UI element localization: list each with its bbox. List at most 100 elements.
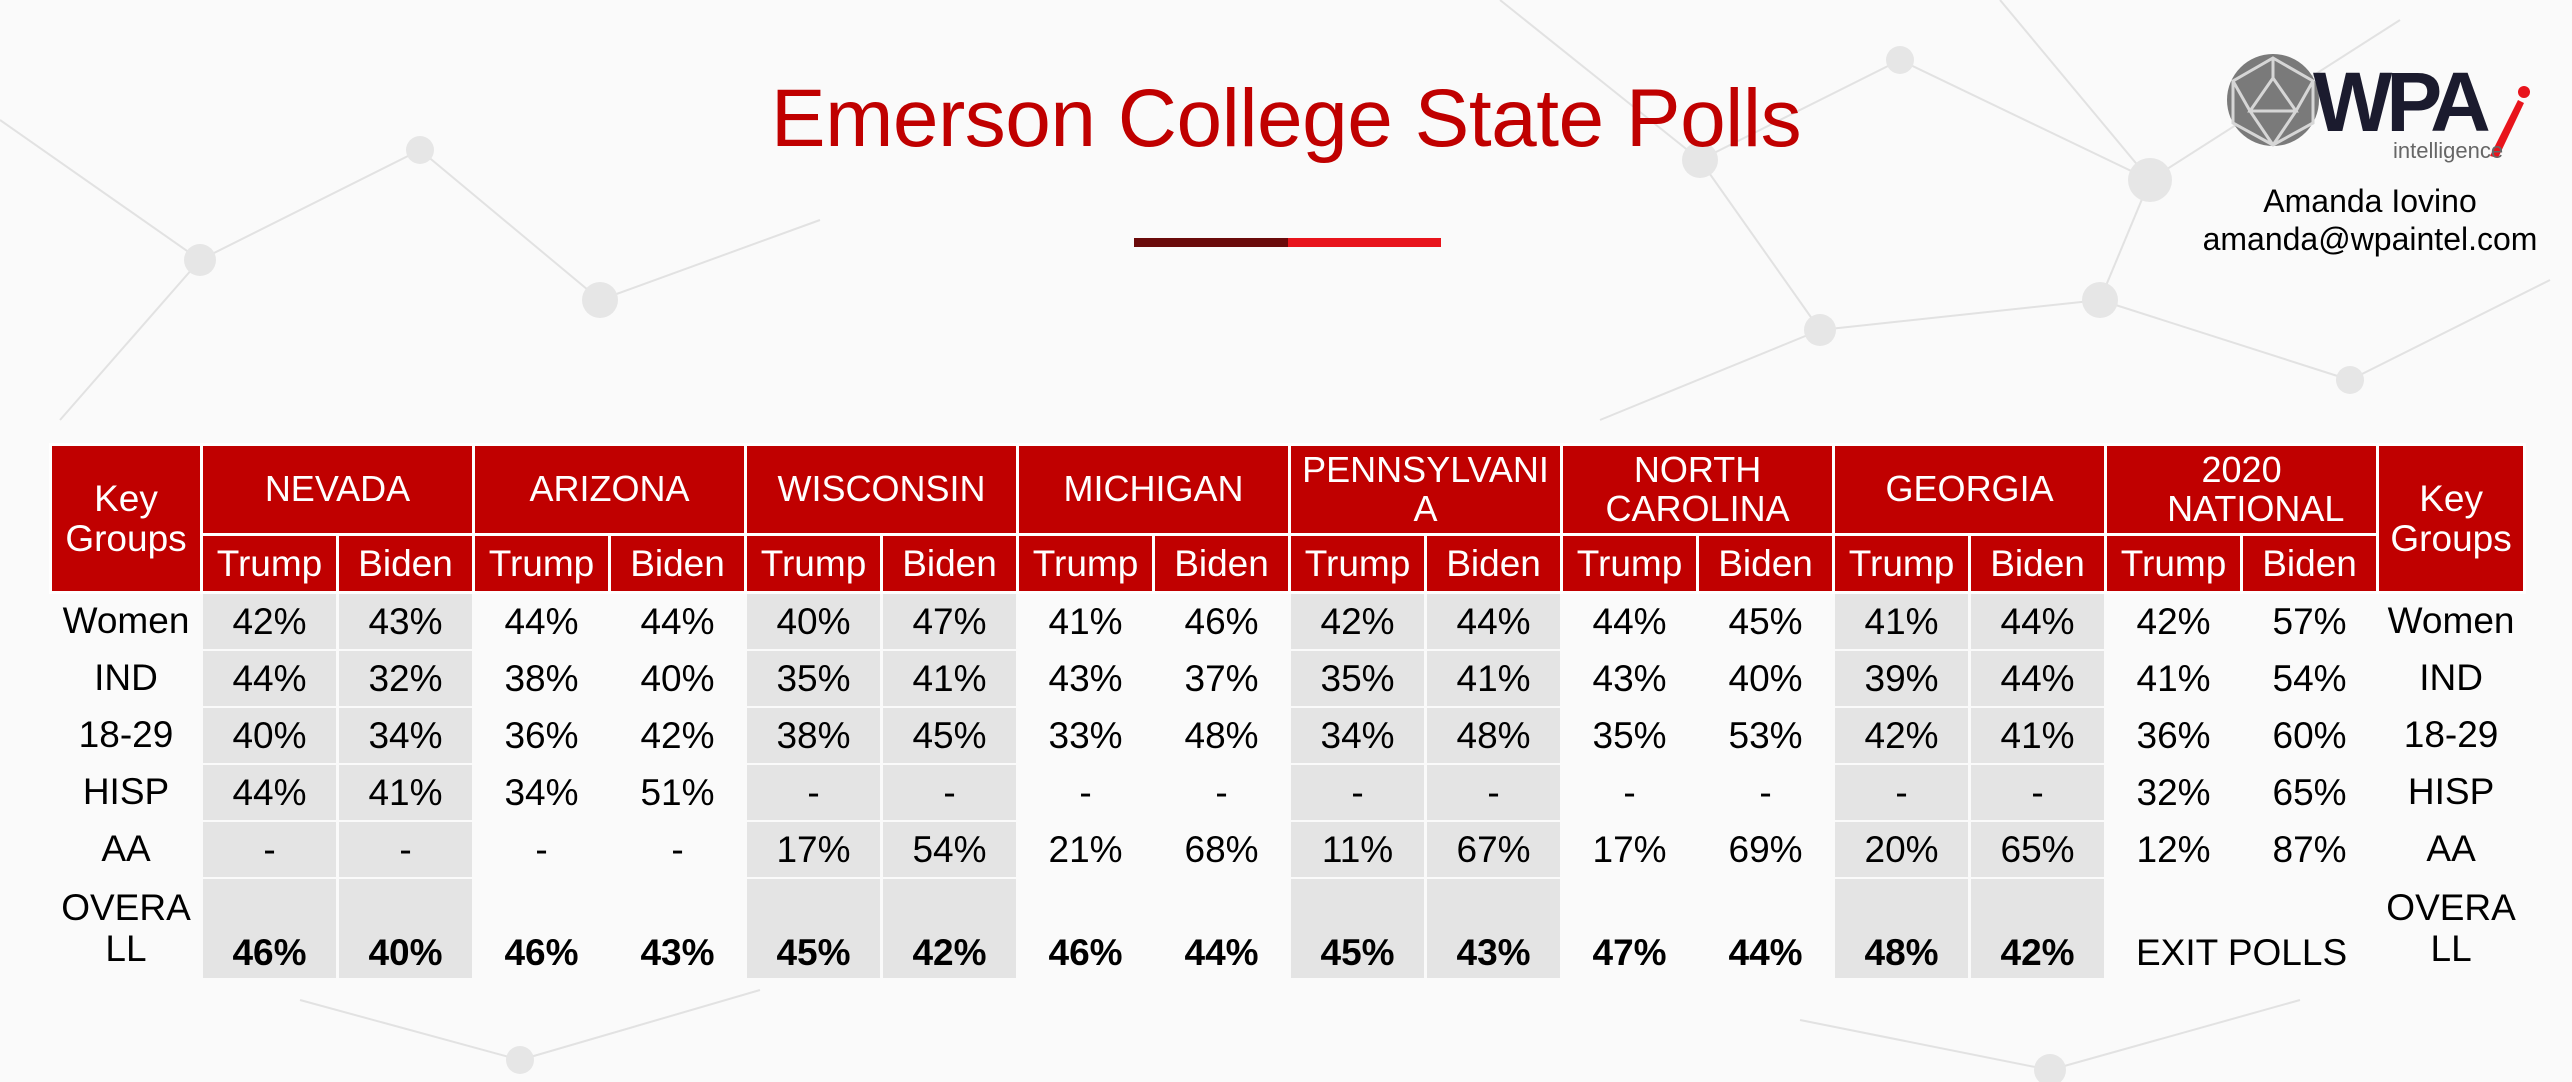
overall-value-cell: 46% — [200, 877, 339, 980]
poll-value-cell: 40% — [200, 706, 339, 765]
candidate-header: Biden — [880, 533, 1020, 594]
candidate-header: Biden — [336, 533, 475, 594]
table-row: Women 42% 43% 44% 44% 40% 47% 41% 46% 42% 44% 44% 45… — [49, 591, 2527, 651]
underline-dark-segment — [1134, 238, 1288, 247]
overall-value-cell: 42% — [880, 877, 1020, 980]
poll-value-cell: 34% — [472, 763, 611, 822]
row-group-label: OVERALL — [49, 877, 203, 980]
logo-accent-dot — [2518, 86, 2530, 98]
overall-value-cell: 44% — [1152, 877, 1292, 980]
logo-brand-text: WPA — [2313, 55, 2489, 149]
table-row: HISP 44% 41% 34% 51% - - - - - - - - - -32% 65% HISP — [49, 763, 2527, 822]
polls-table: Key Groups NEVADA ARIZONA WISCONSIN MICH… — [49, 443, 2527, 980]
page-title: Emerson College State Polls — [770, 73, 1802, 164]
poll-value-cell: 45% — [880, 706, 1020, 765]
row-group-label: IND — [49, 649, 203, 708]
poll-value-cell: 44% — [1968, 591, 2108, 651]
poll-value-cell: 53% — [1696, 706, 1836, 765]
candidate-header: Biden — [1968, 533, 2108, 594]
overall-value-cell: 43% — [607, 877, 748, 980]
poll-value-cell: 42% — [200, 591, 339, 651]
table-row: 18-29 40% 34% 36% 42% 38% 45% 33% 48% 34% 48% 35% 53… — [49, 706, 2527, 765]
candidate-header: Trump — [1016, 533, 1156, 594]
candidate-header: Biden — [1696, 533, 1836, 594]
geodesic-sphere-icon — [2227, 54, 2319, 147]
candidate-header: Biden — [1424, 533, 1564, 594]
overall-value-cell: 45% — [1288, 877, 1428, 980]
poll-value-cell: 54% — [2240, 649, 2380, 708]
state-header-row: Key Groups NEVADA ARIZONA WISCONSIN MICH… — [49, 443, 2527, 594]
poll-value-cell: 38% — [472, 649, 611, 708]
poll-value-cell: 20% — [1832, 820, 1972, 879]
poll-value-cell: 43% — [336, 591, 475, 651]
overall-value-cell: 45% — [744, 877, 884, 980]
poll-value-cell: 42% — [2104, 591, 2244, 651]
underline-red-segment — [1288, 238, 1441, 247]
poll-value-cell: 57% — [2240, 591, 2380, 651]
poll-value-cell: - — [1560, 763, 1700, 822]
state-header: NEVADA — [200, 443, 475, 536]
poll-value-cell: 44% — [200, 763, 339, 822]
poll-value-cell: 32% — [2104, 763, 2244, 822]
logo-sub-text: intelligence — [2393, 138, 2503, 163]
poll-value-cell: 46% — [1152, 591, 1292, 651]
poll-value-cell: 21% — [1016, 820, 1156, 879]
overall-value-cell: 47% — [1560, 877, 1700, 980]
poll-value-cell: 17% — [744, 820, 884, 879]
poll-value-cell: 38% — [744, 706, 884, 765]
row-group-label: AA — [49, 820, 203, 879]
poll-value-cell: 41% — [880, 649, 1020, 708]
poll-value-cell: 41% — [2104, 649, 2244, 708]
overall-value-cell: 48% — [1832, 877, 1972, 980]
row-group-label: AA — [2376, 820, 2527, 879]
poll-value-cell: 17% — [1560, 820, 1700, 879]
candidate-header: Trump — [1288, 533, 1428, 594]
poll-value-cell: 12% — [2104, 820, 2244, 879]
table-row: IND 44% 32% 38% 40% 35% 41% 43% 37% 35% 41% 43% 40% 3… — [49, 649, 2527, 708]
poll-value-cell: 33% — [1016, 706, 1156, 765]
poll-value-cell: 60% — [2240, 706, 2380, 765]
poll-value-cell: 45% — [1696, 591, 1836, 651]
candidate-header: Trump — [2104, 533, 2244, 594]
poll-value-cell: 41% — [1424, 649, 1564, 708]
title-underline — [1134, 238, 1441, 247]
overall-value-cell: 46% — [1016, 877, 1156, 980]
poll-value-cell: 37% — [1152, 649, 1292, 708]
poll-value-cell: 43% — [1560, 649, 1700, 708]
wpa-intelligence-logo: WPA intelligence — [2227, 54, 2530, 163]
state-header: PENNSYLVANIA — [1288, 443, 1564, 536]
poll-value-cell: 42% — [607, 706, 748, 765]
poll-value-cell: - — [1696, 763, 1836, 822]
poll-value-cell: 41% — [1968, 706, 2108, 765]
candidate-header-row: Trump Biden Trump Biden Trump Biden Trum… — [51, 533, 2525, 594]
poll-value-cell: 35% — [744, 649, 884, 708]
key-groups-header: Key Groups — [49, 443, 203, 594]
poll-value-cell: - — [1152, 763, 1292, 822]
poll-value-cell: 47% — [880, 591, 1020, 651]
poll-value-cell: 40% — [1696, 649, 1836, 708]
overall-value-cell: 43% — [1424, 877, 1564, 980]
poll-value-cell: - — [1968, 763, 2108, 822]
state-header: 2020 NATIONAL — [2104, 443, 2380, 536]
poll-value-cell: 44% — [1560, 591, 1700, 651]
state-header: GEORGIA — [1832, 443, 2108, 536]
poll-value-cell: 54% — [880, 820, 1020, 879]
poll-value-cell: 34% — [1288, 706, 1428, 765]
poll-value-cell: 42% — [1832, 706, 1972, 765]
row-group-label: IND — [2376, 649, 2527, 708]
row-group-label: Women — [2376, 591, 2527, 651]
poll-value-cell: 44% — [1968, 649, 2108, 708]
row-group-label: OVERALL — [2376, 877, 2527, 980]
poll-value-cell: 68% — [1152, 820, 1292, 879]
overall-value-cell: 40% — [336, 877, 475, 980]
poll-value-cell: - — [200, 820, 339, 879]
state-header: WISCONSIN — [744, 443, 1020, 536]
overall-row: OVERALL 46% 40% 46% 43% 45% 42% 46% 44% 45% 43% 47%… — [49, 877, 2527, 980]
poll-value-cell: 69% — [1696, 820, 1836, 879]
candidate-header: Trump — [1560, 533, 1700, 594]
poll-value-cell: - — [1288, 763, 1428, 822]
candidate-header: Biden — [2240, 533, 2380, 594]
poll-value-cell: 44% — [1424, 591, 1564, 651]
contact-email: amanda@wpaintel.com — [2202, 221, 2538, 257]
